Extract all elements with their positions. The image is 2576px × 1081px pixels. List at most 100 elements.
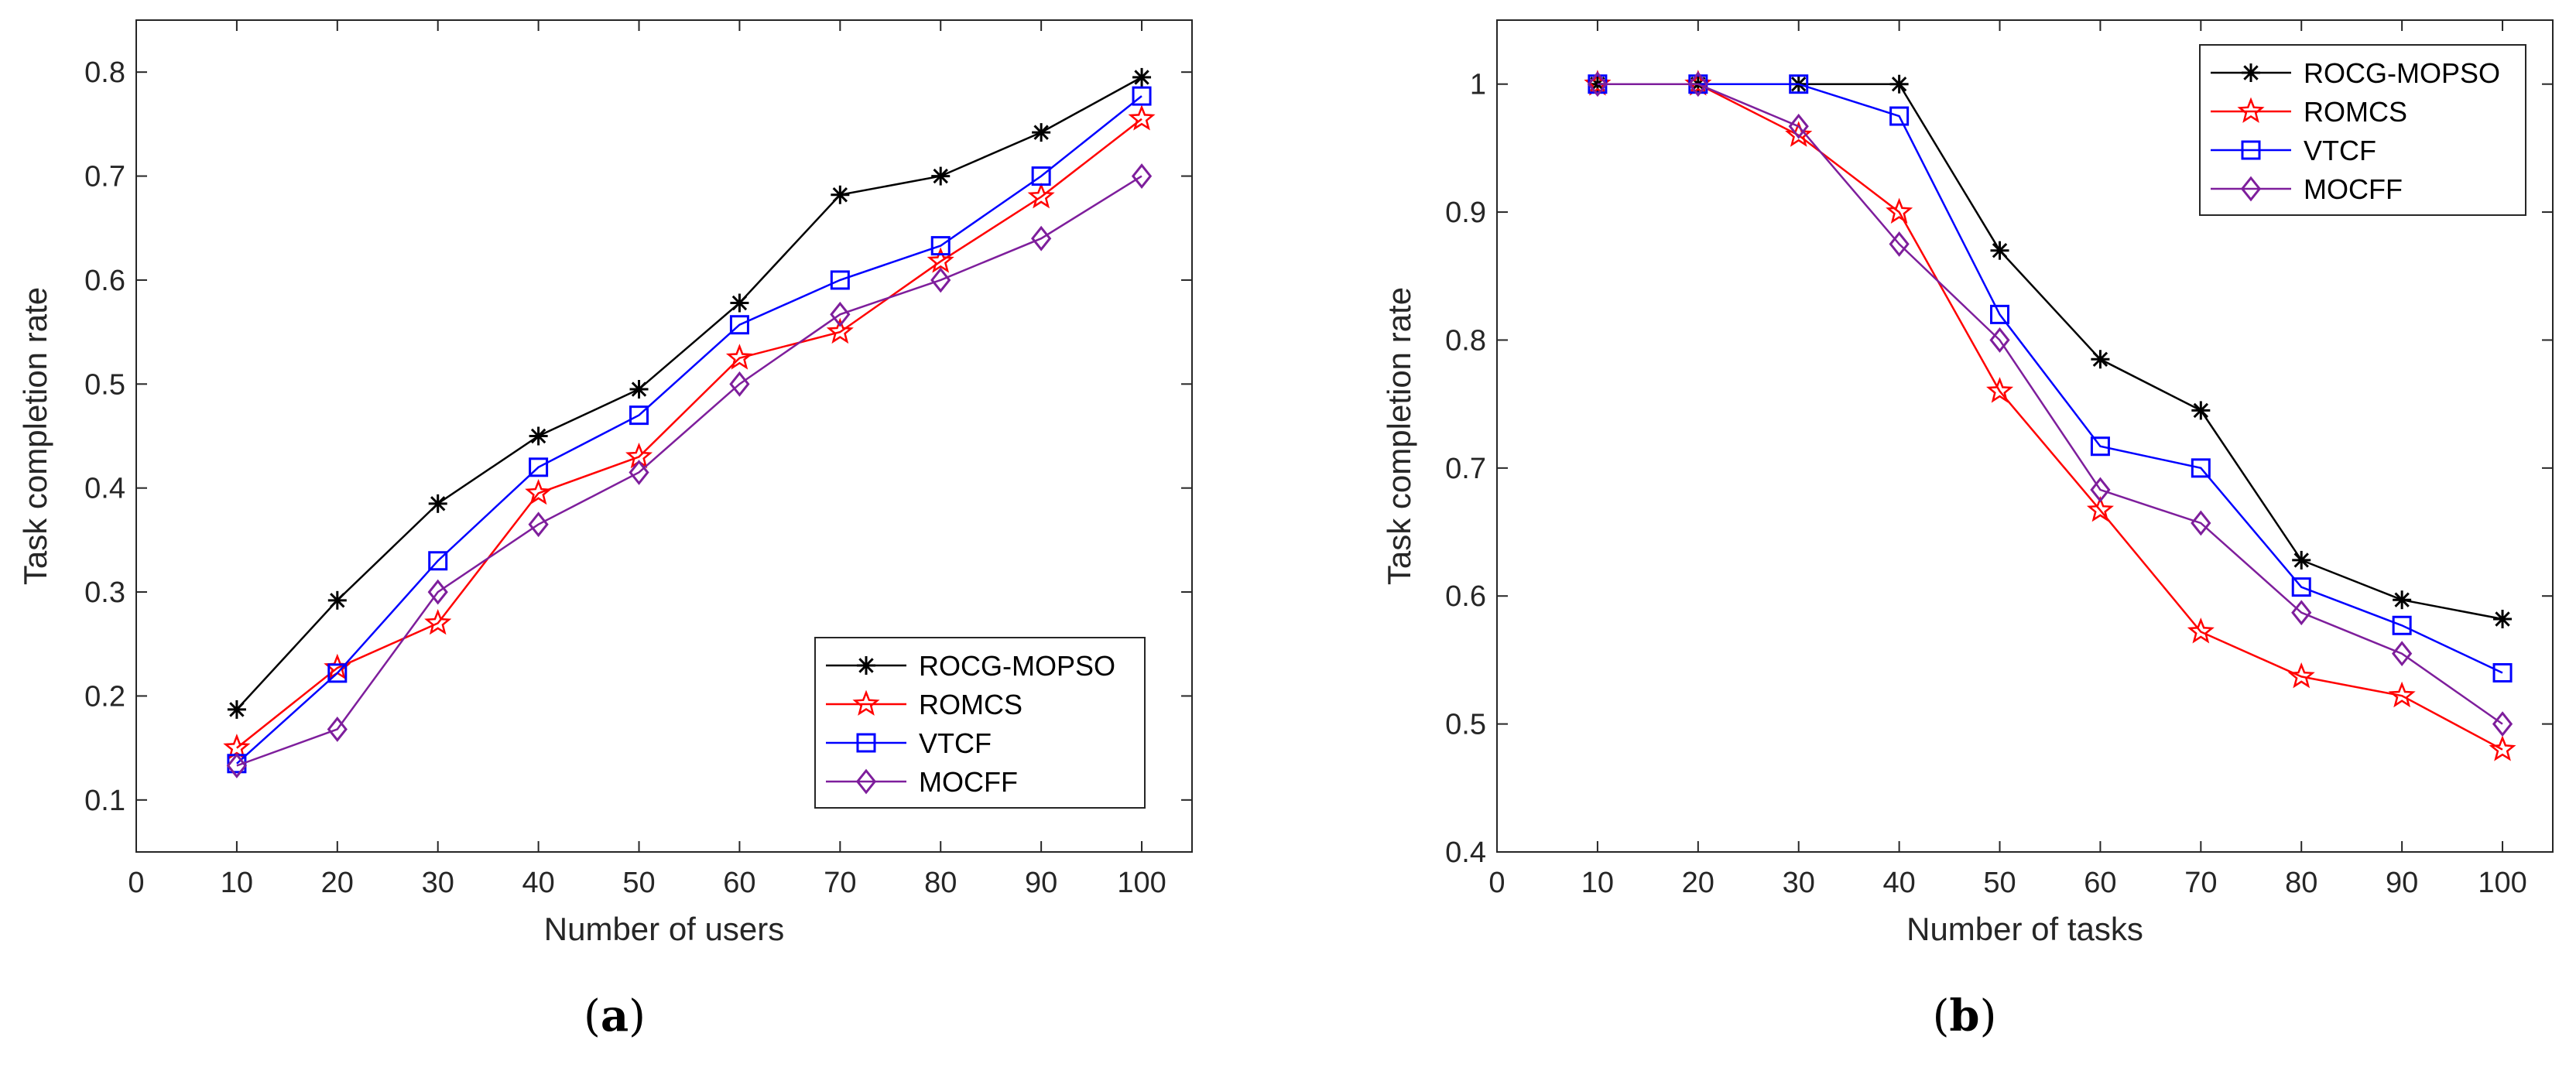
data-point <box>529 457 549 477</box>
legend-label: VTCF <box>919 727 992 759</box>
series-line <box>236 95 1142 765</box>
legend-item: ROMCS <box>2211 96 2407 128</box>
data-point <box>1989 327 2010 353</box>
data-point <box>2492 711 2513 737</box>
data-point <box>327 590 347 610</box>
data-point <box>1587 71 1608 97</box>
data-point <box>528 511 549 538</box>
series-romcs <box>1584 70 2516 761</box>
data-point <box>1886 197 1913 224</box>
data-point <box>2287 662 2315 689</box>
y-tick-label: 0.9 <box>1445 197 1486 229</box>
y-tick-label: 0.7 <box>1445 453 1486 485</box>
series-line <box>236 118 1142 749</box>
x-tick-label: 80 <box>924 867 957 899</box>
data-point <box>327 663 348 683</box>
y-axis-label: Task completion rate <box>1381 287 1417 585</box>
data-point <box>1889 74 1909 94</box>
x-tick-label: 70 <box>2184 867 2217 899</box>
series-line <box>1597 83 2503 725</box>
x-axis-label: Number of tasks <box>1906 911 2143 947</box>
legend: ROCG-MOPSO ROMCS VTCF MOCFF <box>2199 44 2526 216</box>
data-point <box>2493 610 2513 628</box>
x-tick-label: 20 <box>321 867 354 899</box>
data-point <box>729 315 749 335</box>
x-axis-label: Number of users <box>544 911 784 947</box>
data-point <box>1785 121 1813 147</box>
series-vtcf <box>227 86 1152 774</box>
data-point <box>1027 182 1055 209</box>
chart-panel-b: 0 10 20 30 40 50 60 70 80 90 100 0.4 0.5 0.6 0.7 0.8 0.9… <box>1381 19 2554 1042</box>
series-line <box>235 76 1142 710</box>
data-point <box>1986 377 2014 403</box>
data-point <box>2492 662 2513 682</box>
legend-marker <box>857 656 875 675</box>
data-point <box>1032 123 1051 142</box>
legend-marker <box>2241 140 2261 160</box>
data-point <box>2392 641 2413 667</box>
y-tick-label: 0.6 <box>1445 580 1486 613</box>
data-point <box>2388 681 2416 708</box>
x-tick-label: 10 <box>1581 867 1614 899</box>
data-point <box>927 247 954 273</box>
data-point <box>629 460 649 485</box>
data-point <box>826 317 854 344</box>
data-point <box>930 236 951 256</box>
legend-label: ROCG-MOPSO <box>2304 57 2500 89</box>
data-point <box>2090 436 2110 457</box>
y-tick-label: 0.1 <box>84 785 125 817</box>
x-tick-label: 70 <box>824 867 856 899</box>
data-point <box>2191 458 2211 478</box>
y-tick-label: 0.8 <box>84 56 125 89</box>
legend-label: ROMCS <box>919 689 1023 720</box>
data-point <box>730 293 749 313</box>
legend-marker <box>856 733 876 753</box>
y-tick-label: 0.6 <box>84 265 125 297</box>
series-mocff <box>226 163 1153 778</box>
x-tick-label: 0 <box>128 867 144 899</box>
x-tick-label: 60 <box>723 867 755 899</box>
legend-label: MOCFF <box>2304 173 2403 205</box>
x-tick-label: 50 <box>1983 867 2016 899</box>
legend-label: ROCG-MOPSO <box>919 650 1115 682</box>
data-point <box>428 494 447 513</box>
data-point <box>930 267 951 293</box>
legend-item: VTCF <box>826 727 992 759</box>
data-point <box>427 579 448 605</box>
data-point <box>2187 617 2215 644</box>
data-point <box>2291 600 2312 626</box>
y-tick-label: 0.4 <box>84 473 125 505</box>
y-tick-label: 0.7 <box>84 161 125 193</box>
data-point <box>1031 166 1051 186</box>
series-line <box>1597 83 2503 674</box>
data-point <box>1788 113 1809 139</box>
panel-label: (b) <box>1933 990 1997 1042</box>
data-point <box>529 426 548 446</box>
legend-item: ROMCS <box>826 689 1023 720</box>
data-point <box>830 301 851 327</box>
x-tick-label: 10 <box>221 867 253 899</box>
data-point <box>729 371 750 397</box>
x-tick-label: 40 <box>1882 867 1915 899</box>
panel-label-letter: b <box>1949 990 1979 1042</box>
panel-label-letter: a <box>601 990 629 1042</box>
panel-label-open: ( <box>1933 991 1950 1042</box>
data-point <box>327 717 348 742</box>
legend: ROCG-MOPSO ROMCS VTCF MOCFF <box>814 637 1146 809</box>
legend-label: VTCF <box>2304 135 2376 166</box>
data-point <box>2191 401 2211 420</box>
series-mocff <box>1587 71 2513 737</box>
data-point <box>831 185 850 204</box>
data-point <box>931 166 951 186</box>
data-point <box>1031 225 1052 251</box>
data-point <box>2392 615 2412 635</box>
data-point <box>1132 67 1152 87</box>
data-point <box>2191 510 2211 536</box>
x-tick-label: 90 <box>2386 867 2418 899</box>
data-point <box>629 405 649 426</box>
data-point <box>629 380 649 399</box>
legend-marker <box>2237 97 2265 123</box>
y-tick-label: 0.3 <box>84 576 125 609</box>
x-tick-label: 60 <box>2084 867 2116 899</box>
